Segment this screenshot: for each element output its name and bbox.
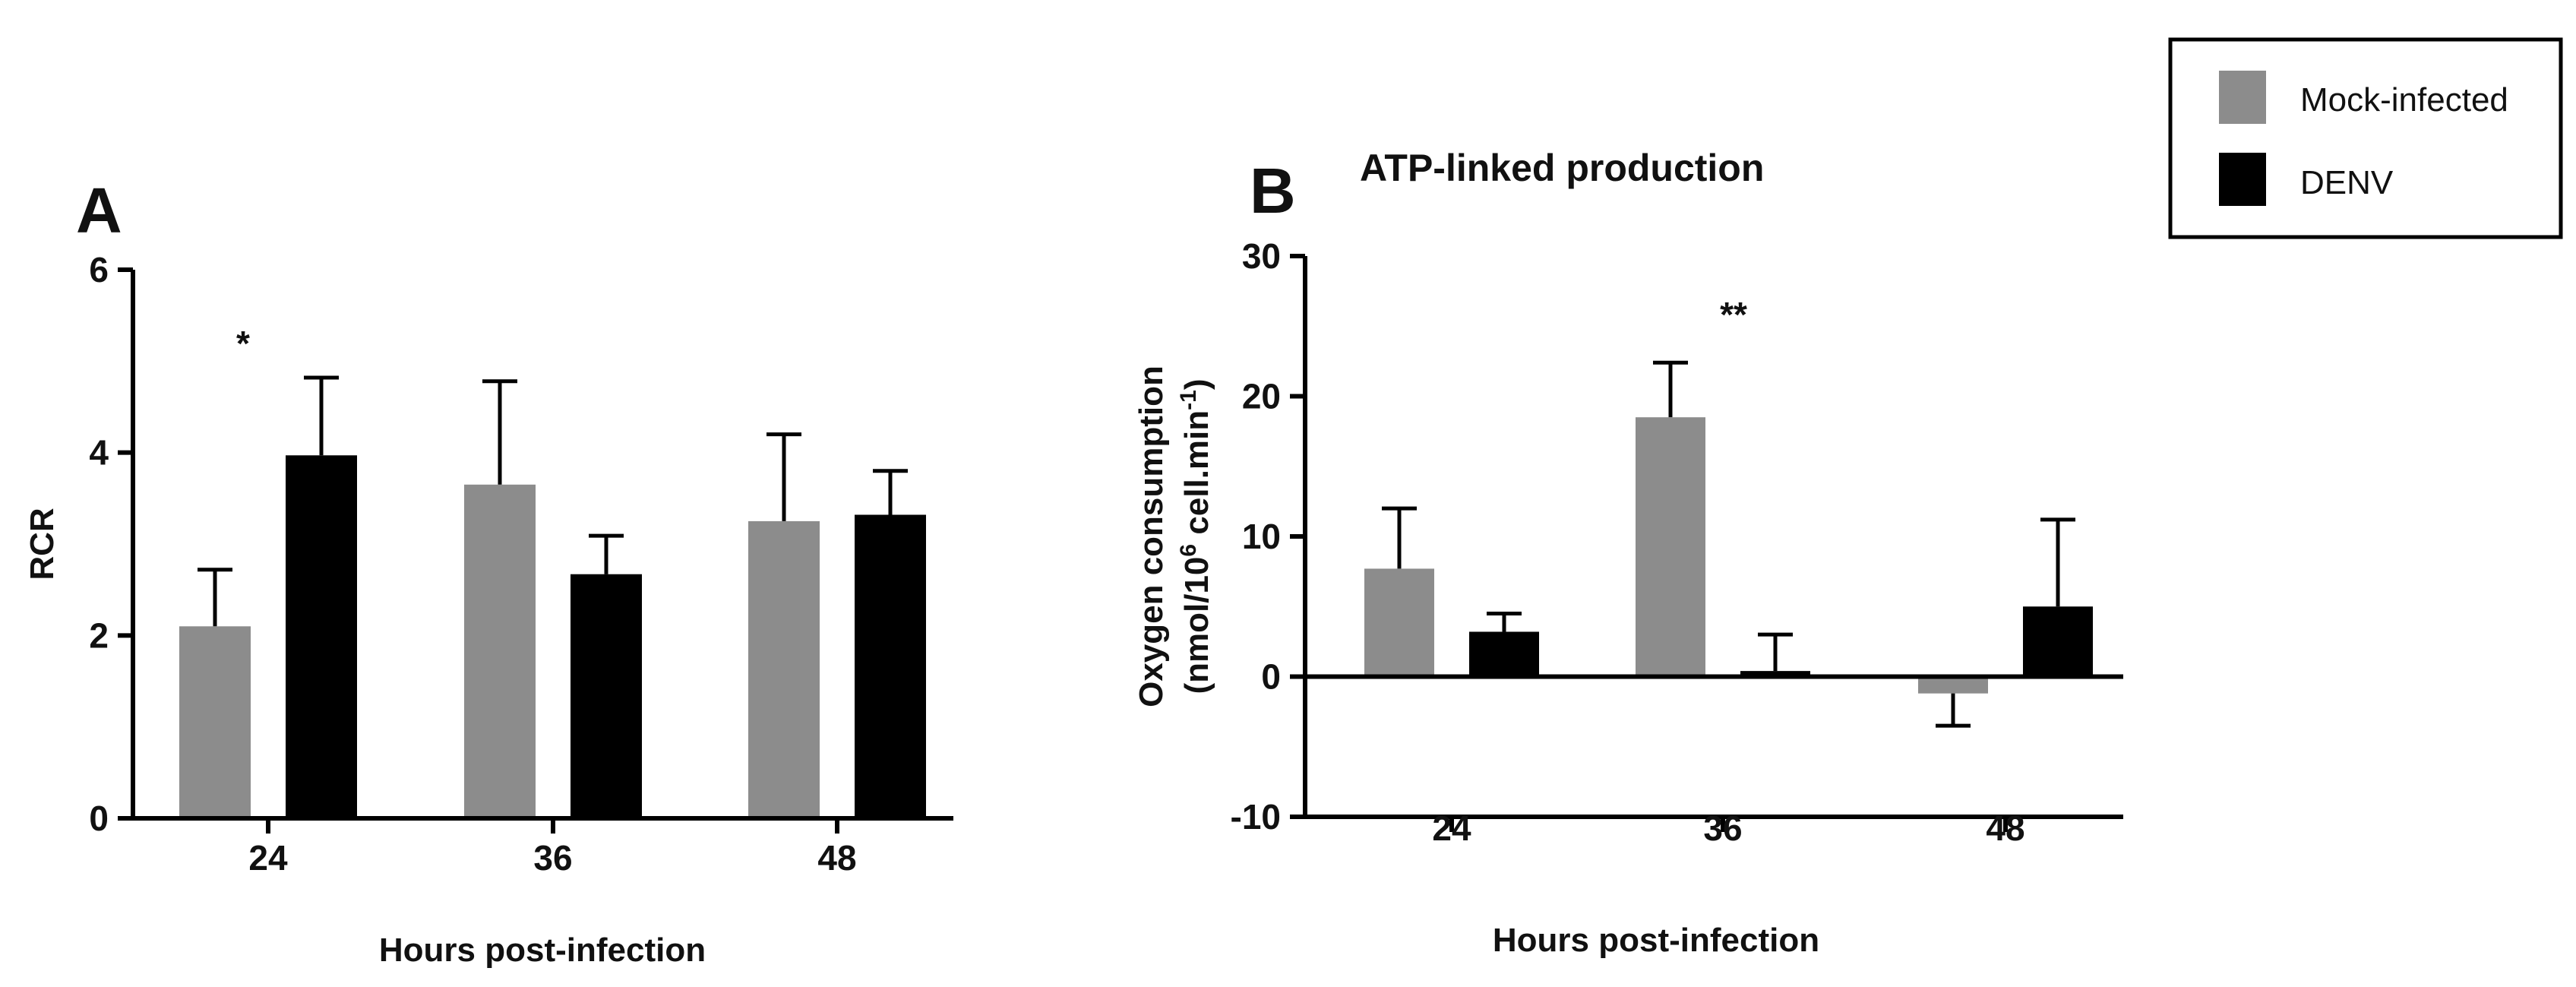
panel-b-ylabel-suffix: ) [1178, 378, 1215, 390]
panel-b-y-tick-label: 0 [1261, 657, 1281, 697]
panel-b-y-axis-label-line1: Oxygen consumption [1133, 365, 1170, 707]
legend-label-denv: DENV [2300, 164, 2394, 201]
panel-b-x-tick-label: 24 [1432, 808, 1471, 848]
panel-b-ylabel-prefix: (nmol/10 [1178, 557, 1215, 694]
panel-b-bar-mock-infected-24h [1364, 568, 1434, 677]
panel-b-y-tick-label: 30 [1242, 236, 1281, 276]
panel-b-bar-mock-infected-48h [1918, 676, 1988, 694]
legend-swatch-denv [2219, 153, 2266, 206]
panel-a-letter: A [76, 175, 122, 246]
panel-b-ylabel-sup1: 6 [1176, 544, 1201, 557]
panel-b-chart: B ATP-linked production Oxygen consumpti… [1133, 147, 2123, 959]
panel-a-y-tick-label: 0 [89, 799, 109, 838]
panel-a-y-axis-label: RCR [24, 508, 61, 580]
panel-a-bar-denv-36h [571, 574, 642, 818]
panel-a-x-tick-label: 36 [533, 838, 572, 878]
legend-swatch-mock [2219, 71, 2266, 124]
panel-a-bar-mock-infected-48h [748, 520, 820, 818]
panel-b-title: ATP-linked production [1360, 147, 1764, 189]
panel-a-bar-mock-infected-36h [464, 484, 536, 818]
panel-b-x-tick-label: 36 [1703, 808, 1742, 848]
panel-b-bar-denv-36h [1740, 671, 1810, 677]
panel-a-y-tick-label: 2 [89, 615, 109, 655]
panel-b-x-tick-label: 48 [1986, 808, 2024, 848]
panel-a-x-tick-label: 24 [248, 838, 288, 878]
panel-a-x-axis-label: Hours post-infection [379, 932, 706, 969]
panel-b-y-axis-label-line2: (nmol/106 cell.min-1) [1176, 378, 1215, 694]
panel-b-significance-marker: ** [1720, 295, 1747, 334]
panel-a-bar-denv-24h [286, 455, 357, 818]
panel-b-bar-denv-48h [2023, 606, 2093, 677]
legend-label-mock: Mock-infected [2300, 81, 2508, 119]
panel-a-y-tick-label: 4 [89, 433, 109, 473]
panel-b-ylabel-mid: cell.min [1178, 410, 1215, 544]
panel-b-y-tick-label: 10 [1242, 517, 1281, 556]
panel-b-bar-mock-infected-36h [1636, 417, 1705, 677]
legend-box [2168, 37, 2563, 239]
panel-a-significance-marker: * [236, 324, 250, 363]
panel-a-bar-denv-48h [855, 514, 926, 818]
panel-b-y-tick-label: -10 [1231, 797, 1281, 837]
panel-a-bar-mock-infected-24h [179, 626, 251, 818]
panel-a-y-tick-label: 6 [89, 250, 109, 289]
panel-b-ylabel-sup2: -1 [1176, 390, 1201, 410]
legend: Mock-infected DENV [2168, 37, 2563, 239]
panel-b-bar-denv-24h [1469, 631, 1539, 677]
panel-b-y-tick-label: 20 [1242, 377, 1281, 416]
panel-b-letter: B [1250, 155, 1296, 226]
panel-b-x-axis-label: Hours post-infection [1493, 922, 1819, 959]
panel-a-x-tick-label: 48 [817, 838, 856, 878]
